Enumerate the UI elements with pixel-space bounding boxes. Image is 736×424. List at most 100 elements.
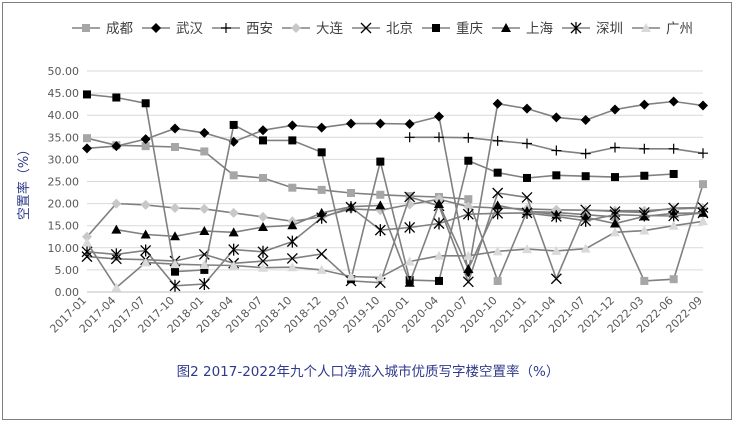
data-point	[668, 209, 680, 222]
y-tick-label: 30.00	[48, 153, 80, 166]
legend-marker	[82, 24, 90, 32]
data-point	[580, 243, 591, 253]
data-point	[668, 143, 679, 154]
data-point	[199, 127, 210, 138]
data-point	[111, 224, 122, 234]
y-tick-label: 40.00	[48, 109, 80, 122]
legend-marker	[432, 24, 440, 32]
data-point	[170, 123, 180, 134]
data-point	[523, 173, 531, 182]
legend-marker	[641, 23, 651, 32]
data-point	[346, 118, 356, 129]
data-point	[347, 188, 355, 197]
data-point	[404, 132, 415, 143]
data-point	[140, 199, 151, 210]
data-point	[463, 132, 474, 143]
data-point	[316, 264, 327, 274]
data-point	[140, 244, 152, 257]
data-point	[287, 220, 298, 230]
series-1	[82, 96, 708, 278]
data-point	[493, 276, 502, 285]
data-point	[110, 248, 122, 261]
data-point	[316, 122, 327, 133]
data-point	[375, 200, 386, 210]
data-point	[668, 96, 679, 107]
data-point	[551, 112, 562, 123]
data-point	[140, 229, 151, 239]
series-line	[86, 100, 704, 273]
series-line	[86, 220, 704, 289]
legend-marker	[221, 23, 231, 33]
legend-label: 大连	[316, 21, 343, 37]
data-point	[522, 244, 532, 254]
data-point	[521, 191, 533, 203]
data-point	[286, 235, 298, 248]
series-line	[86, 137, 704, 284]
data-point	[521, 206, 533, 219]
data-point	[375, 272, 386, 282]
data-point	[228, 243, 240, 256]
legend-label: 北京	[386, 21, 413, 37]
data-point	[669, 169, 678, 178]
data-point	[83, 134, 91, 143]
data-point	[258, 125, 268, 136]
series-8	[82, 216, 708, 292]
y-tick-label: 25.00	[48, 176, 80, 189]
series-line	[86, 192, 704, 285]
data-point	[200, 147, 209, 156]
data-point	[111, 198, 122, 209]
data-point	[434, 111, 444, 122]
legend-label: 深圳	[596, 21, 623, 37]
chart-frame	[2, 2, 732, 420]
data-point	[550, 273, 562, 285]
data-point	[83, 90, 91, 99]
data-point	[698, 216, 708, 226]
data-point	[610, 227, 620, 237]
data-point	[317, 148, 326, 157]
data-point	[610, 142, 620, 153]
data-point	[668, 220, 679, 230]
data-point	[316, 211, 328, 224]
legend-label: 重庆	[456, 21, 483, 37]
legend-label: 广州	[666, 21, 693, 37]
data-point	[610, 218, 620, 228]
data-point	[346, 271, 356, 281]
data-point	[257, 255, 269, 267]
data-point	[140, 257, 151, 267]
legend: 成都 武汉 西安 大连 北京 重庆 上海 深圳 广州	[72, 21, 693, 37]
legend-marker	[501, 23, 511, 32]
y-tick-label: 0.00	[55, 286, 80, 299]
data-point	[199, 260, 210, 270]
legend-marker	[360, 22, 372, 34]
data-point	[522, 138, 532, 149]
data-point	[463, 250, 474, 260]
data-point	[435, 276, 443, 285]
data-point	[550, 210, 562, 223]
y-tick-label: 50.00	[48, 65, 80, 78]
data-point	[140, 134, 151, 145]
data-point	[699, 180, 707, 189]
data-point	[82, 231, 92, 242]
data-point	[404, 221, 416, 234]
data-point	[258, 211, 268, 222]
y-tick-label: 20.00	[48, 198, 80, 211]
figure-caption: 图2 2017-2022年九个人口净流入城市优质写字楼空置率（%）	[176, 364, 560, 380]
data-point	[228, 207, 239, 218]
data-point	[698, 148, 708, 159]
data-point	[170, 259, 180, 269]
data-point	[610, 104, 620, 115]
data-point	[580, 204, 592, 216]
data-point	[463, 201, 474, 212]
data-point	[434, 132, 444, 143]
data-point	[464, 156, 473, 165]
data-point	[229, 171, 238, 180]
data-point	[404, 256, 415, 266]
data-point	[492, 207, 504, 220]
data-point	[288, 136, 297, 145]
data-point	[462, 276, 474, 288]
data-point	[317, 185, 326, 194]
data-point	[668, 202, 680, 214]
data-point	[141, 142, 150, 151]
data-point	[171, 267, 179, 276]
y-tick-label: 45.00	[48, 87, 80, 100]
